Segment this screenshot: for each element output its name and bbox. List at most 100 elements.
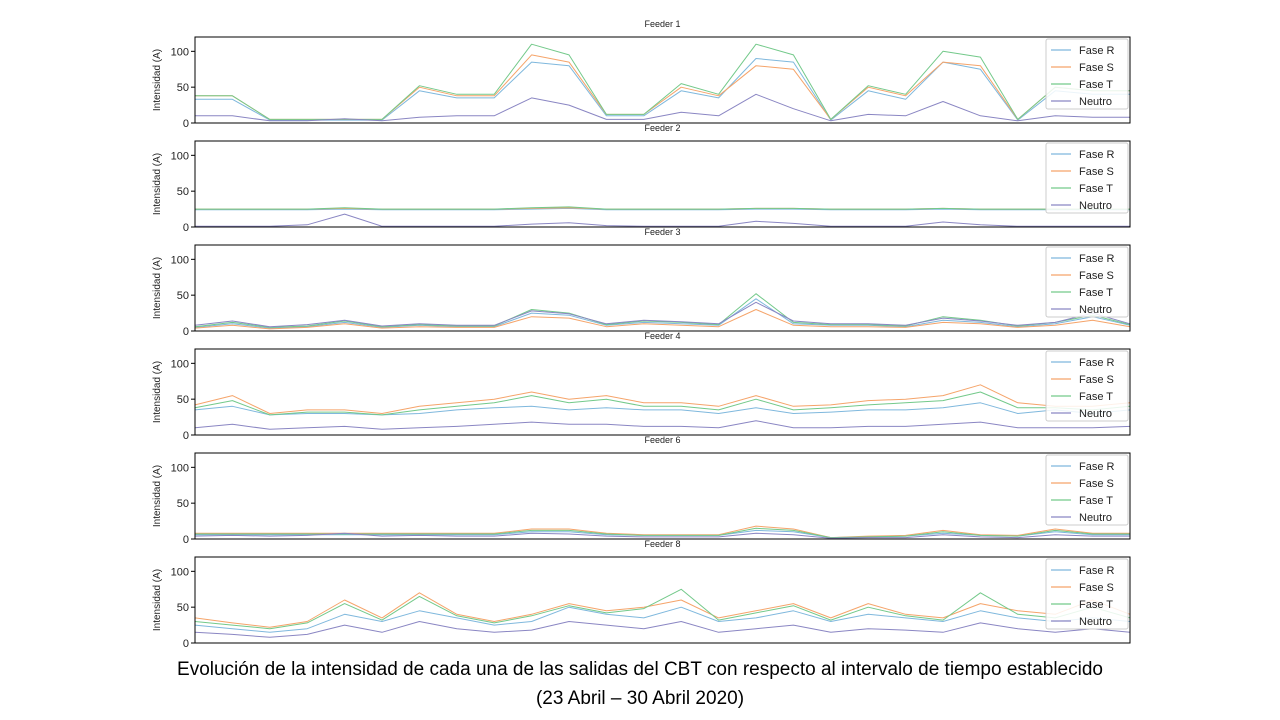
y-tick-label: 100 xyxy=(171,566,189,578)
legend-entry: Fase T xyxy=(1079,79,1113,91)
feeder-panel: Feeder 4 Intensidad (A) 0 50 100 Fase R Fase S… xyxy=(152,331,1131,442)
panel-title: Feeder 6 xyxy=(644,435,680,445)
y-tick-label: 100 xyxy=(171,462,189,474)
y-tick-label: 50 xyxy=(177,82,189,94)
y-axis-label: Intensidad (A) xyxy=(152,361,163,423)
y-tick-label: 0 xyxy=(183,118,189,130)
series-line xyxy=(195,207,1130,211)
legend-entry: Fase T xyxy=(1079,287,1113,299)
legend-entry: Fase S xyxy=(1079,270,1114,282)
legend-entry: Neutro xyxy=(1079,96,1112,108)
y-tick-label: 0 xyxy=(183,430,189,442)
legend: Fase R Fase S Fase T Neutro xyxy=(1045,38,1129,110)
y-tick-label: 50 xyxy=(177,498,189,510)
y-tick-label: 50 xyxy=(177,602,189,614)
legend-entry: Fase S xyxy=(1079,582,1114,594)
y-tick-label: 0 xyxy=(183,638,189,650)
y-axis-label: Intensidad (A) xyxy=(152,153,163,215)
series-line xyxy=(195,213,1130,227)
legend-entry: Fase T xyxy=(1079,391,1113,403)
panel-title: Feeder 2 xyxy=(644,123,680,133)
panel-title: Feeder 4 xyxy=(644,331,680,341)
feeder-panel: Feeder 1 Intensidad (A) 0 50 100 Fase R Fase S… xyxy=(152,19,1131,130)
y-axis-label: Intensidad (A) xyxy=(152,257,163,319)
legend-entry: Fase T xyxy=(1079,183,1113,195)
plot-frame xyxy=(194,244,1131,332)
legend-entry: Fase R xyxy=(1079,461,1115,473)
y-tick-label: 100 xyxy=(171,46,189,58)
series-line xyxy=(194,621,1131,638)
series-line xyxy=(195,93,1130,122)
legend-box xyxy=(1045,454,1129,526)
plot-frame xyxy=(194,452,1131,540)
series-line xyxy=(194,402,1131,416)
series-line xyxy=(195,54,1130,120)
y-tick-label: 100 xyxy=(171,254,189,266)
y-tick-label: 0 xyxy=(183,222,189,234)
y-tick-label: 100 xyxy=(171,150,189,162)
series-line xyxy=(194,588,1131,630)
feeder-panel: Feeder 6 Intensidad (A) 0 50 100 Fase R Fase S… xyxy=(152,435,1131,546)
legend-entry: Neutro xyxy=(1079,200,1112,212)
y-tick-label: 50 xyxy=(177,290,189,302)
legend-entry: Neutro xyxy=(1079,304,1112,316)
legend: Fase R Fase S Fase T Neutro xyxy=(1045,454,1129,526)
legend-entry: Fase R xyxy=(1079,253,1115,265)
legend-entry: Neutro xyxy=(1079,512,1112,524)
legend: Fase R Fase S Fase T Neutro xyxy=(1045,142,1129,214)
legend-box xyxy=(1045,350,1129,422)
legend: Fase R Fase S Fase T Neutro xyxy=(1045,558,1129,630)
legend-entry: Neutro xyxy=(1079,408,1112,420)
feeder-panel: Feeder 8 Intensidad (A) 0 50 100 Fase R Fase S… xyxy=(152,539,1131,650)
series-line xyxy=(195,58,1130,121)
legend: Fase R Fase S Fase T Neutro xyxy=(1045,350,1129,422)
series-line xyxy=(195,206,1130,210)
series-line xyxy=(194,384,1131,414)
series-line xyxy=(194,532,1130,539)
legend-entry: Fase S xyxy=(1079,62,1114,74)
series-line xyxy=(194,606,1131,633)
y-tick-label: 0 xyxy=(183,534,189,546)
y-tick-label: 0 xyxy=(183,326,189,338)
figure: Feeder 1 Intensidad (A) 0 50 100 Fase R Fase S… xyxy=(152,19,1131,650)
legend-box xyxy=(1045,246,1129,318)
series-line xyxy=(194,309,1131,330)
plot-frame xyxy=(194,348,1131,436)
figure-caption-line-1: Evolución de la intensidad de cada una d… xyxy=(177,659,1103,680)
legend-entry: Fase R xyxy=(1079,45,1115,57)
feeder-panel: Feeder 2 Intensidad (A) 0 50 100 Fase R Fase S… xyxy=(152,123,1131,234)
legend-entry: Fase R xyxy=(1079,149,1115,161)
legend-entry: Fase R xyxy=(1079,565,1115,577)
y-axis-label: Intensidad (A) xyxy=(152,49,163,111)
legend-entry: Fase T xyxy=(1079,495,1113,507)
y-axis-label: Intensidad (A) xyxy=(152,465,163,527)
y-tick-label: 100 xyxy=(171,358,189,370)
panel-title: Feeder 1 xyxy=(644,19,680,29)
legend-entry: Neutro xyxy=(1079,616,1112,628)
plot-frame xyxy=(194,556,1131,644)
series-line xyxy=(194,391,1131,416)
legend-entry: Fase S xyxy=(1079,374,1114,386)
plot-frame xyxy=(194,140,1131,228)
series-line xyxy=(194,293,1131,328)
series-line xyxy=(194,420,1131,430)
y-axis-label: Intensidad (A) xyxy=(152,569,163,631)
legend: Fase R Fase S Fase T Neutro xyxy=(1045,246,1129,318)
series-line xyxy=(194,298,1131,329)
legend-entry: Fase R xyxy=(1079,357,1115,369)
y-tick-label: 50 xyxy=(177,186,189,198)
figure-caption-line-2: (23 Abril – 30 Abril 2020) xyxy=(535,688,745,709)
series-line xyxy=(194,301,1131,328)
y-tick-label: 50 xyxy=(177,394,189,406)
legend-box xyxy=(1045,558,1129,630)
plot-frame xyxy=(194,36,1131,124)
legend-box xyxy=(1045,38,1129,110)
legend-entry: Fase T xyxy=(1079,599,1113,611)
panel-title: Feeder 3 xyxy=(644,227,680,237)
panel-title: Feeder 8 xyxy=(644,539,680,549)
series-line xyxy=(194,592,1131,628)
legend-entry: Fase S xyxy=(1079,478,1114,490)
legend-entry: Fase S xyxy=(1079,166,1114,178)
feeder-panel: Feeder 3 Intensidad (A) 0 50 100 Fase R Fase S… xyxy=(152,227,1131,338)
legend-box xyxy=(1045,142,1129,214)
